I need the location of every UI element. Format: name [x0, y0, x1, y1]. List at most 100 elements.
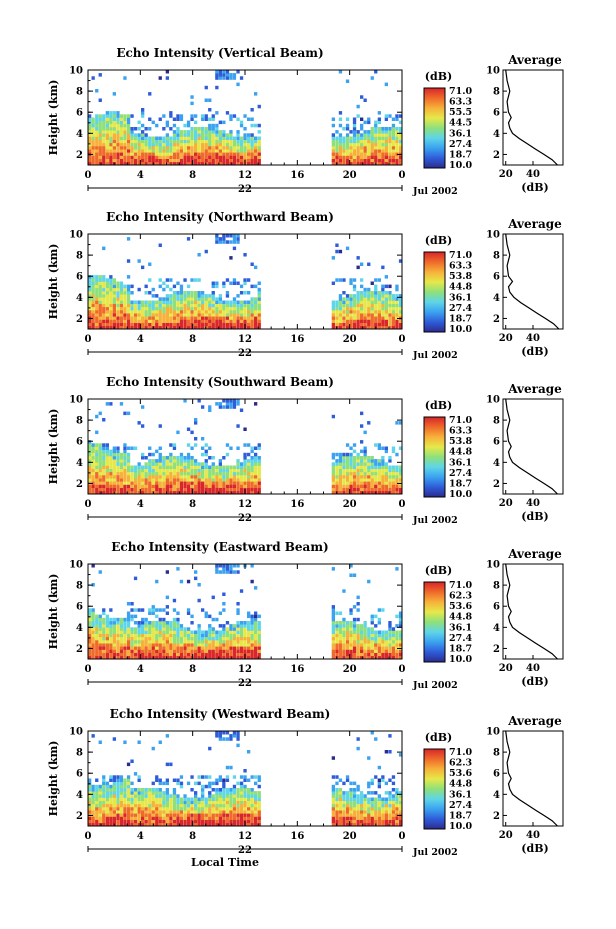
heatmap-cell	[119, 643, 124, 647]
heatmap-cell	[169, 297, 173, 301]
heatmap-cell	[126, 313, 131, 317]
heatmap-cell	[363, 325, 367, 330]
heatmap-cell	[395, 652, 399, 657]
heatmap-cell	[190, 490, 194, 495]
heatmap-cell	[208, 627, 212, 631]
heatmap-cell	[98, 649, 102, 653]
heatmap-cell	[229, 478, 233, 482]
heatmap-cell	[384, 630, 388, 634]
heatmap-cell	[179, 452, 184, 457]
heatmap-cell	[190, 646, 194, 650]
heatmap-cell	[391, 303, 396, 308]
heatmap-cell	[356, 784, 360, 789]
heatmap-cell	[345, 475, 350, 479]
heatmap-cell	[345, 146, 350, 150]
heatmap-cell	[186, 797, 191, 801]
heatmap-cell	[356, 130, 360, 134]
heatmap-cell	[130, 490, 134, 495]
heatmap-cell	[109, 319, 113, 323]
heatmap-cell	[183, 475, 187, 479]
heatmap-cell	[342, 136, 346, 140]
heatmap-cell	[222, 310, 226, 314]
heatmap-cell	[352, 478, 357, 482]
heatmap-cell	[91, 788, 95, 792]
heatmap-cell	[148, 816, 152, 820]
heatmap-cell	[247, 819, 251, 824]
heatmap-cell	[88, 325, 92, 330]
heatmap-cell	[391, 149, 396, 153]
heatmap-cell	[395, 490, 399, 495]
heatmap-cell	[381, 146, 385, 150]
average-y-tick-label: 10	[486, 230, 500, 241]
heatmap-cell	[197, 130, 201, 134]
heatmap-cell	[137, 791, 141, 795]
heatmap-cell	[356, 142, 360, 147]
heatmap-cell	[335, 627, 339, 631]
heatmap-cell	[395, 139, 399, 144]
heatmap-cell	[374, 146, 378, 150]
heatmap-cell	[356, 643, 360, 647]
heatmap-cell	[109, 797, 113, 801]
heatmap-cell	[116, 114, 120, 118]
heatmap-cell	[172, 788, 177, 792]
heatmap-cell	[388, 652, 392, 657]
heatmap-cell	[141, 149, 145, 153]
heatmap-cell	[116, 794, 120, 798]
heatmap-cell	[215, 819, 219, 824]
heatmap-cell	[162, 822, 166, 827]
heatmap-cell	[250, 161, 254, 166]
heatmap-cell	[183, 123, 187, 128]
heatmap-cell	[144, 133, 148, 137]
heatmap-cell	[384, 117, 388, 121]
heatmap-cell	[112, 306, 116, 311]
heatmap-cell	[158, 146, 162, 150]
heatmap-cell	[95, 456, 99, 460]
heatmap-cell	[91, 452, 95, 457]
heatmap-cell	[225, 630, 230, 634]
heatmap-cell	[352, 322, 357, 327]
heatmap-cell	[88, 275, 92, 279]
heatmap-cell	[137, 633, 141, 638]
heatmap-cell	[218, 70, 222, 74]
average-profile-line	[505, 233, 560, 330]
heatmap-cell	[123, 478, 127, 482]
heatmap-cell	[391, 158, 396, 163]
heatmap-cell	[123, 640, 127, 644]
heatmap-cell	[391, 484, 396, 488]
heatmap-cell	[338, 807, 343, 811]
heatmap-cell	[186, 487, 191, 492]
heatmap-cell	[148, 794, 152, 798]
heatmap-cell	[250, 136, 254, 140]
heatmap-cell	[360, 133, 364, 137]
average-x-label: (dB)	[521, 181, 548, 194]
heatmap-cell	[88, 655, 92, 660]
heatmap-cell	[105, 655, 109, 660]
heatmap-cell	[130, 487, 134, 492]
heatmap-cell	[169, 114, 173, 118]
heatmap-cell	[194, 310, 198, 314]
heatmap-cell	[374, 459, 378, 463]
heatmap-cell	[204, 807, 208, 811]
heatmap-cell	[229, 649, 233, 653]
heatmap-cell	[151, 313, 155, 317]
heatmap-cell	[243, 627, 247, 631]
heatmap-cell	[162, 649, 166, 653]
heatmap-cell	[190, 300, 194, 304]
heatmap-cell	[137, 608, 141, 612]
heatmap-cell	[112, 152, 116, 156]
heatmap-cell	[126, 762, 131, 767]
heatmap-cell	[356, 456, 360, 460]
heatmap-cell	[243, 127, 247, 131]
heatmap-cell	[215, 149, 219, 153]
heatmap-cell	[109, 278, 113, 282]
heatmap-cell	[119, 475, 124, 479]
heatmap-cell	[352, 325, 357, 330]
colorbar-tick-label: 53.8	[449, 436, 473, 447]
heatmap-cell	[186, 155, 191, 159]
heatmap-cell	[126, 819, 131, 824]
heatmap-cell	[148, 475, 152, 479]
heatmap-cell	[222, 608, 226, 612]
heatmap-cell	[229, 627, 233, 631]
heatmap-cell	[109, 608, 113, 612]
heatmap-cell	[381, 313, 385, 317]
